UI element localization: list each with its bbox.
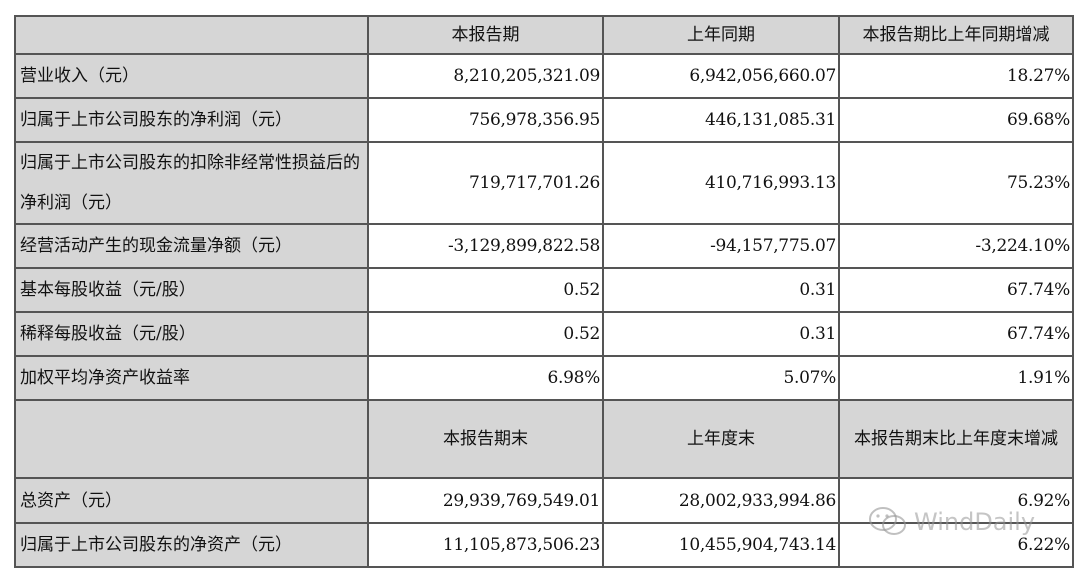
header-current-period: 本报告期 [367, 15, 604, 55]
prior-value: -94,157,775.07 [602, 223, 840, 269]
change-value: 18.27% [838, 53, 1074, 99]
change-value: 75.23% [838, 141, 1074, 225]
financial-summary-table: 本报告期 上年同期 本报告期比上年同期增减 营业收入（元） 8,210,205,… [14, 15, 1074, 568]
header-change-period-end: 本报告期末比上年度末增减 [838, 399, 1074, 479]
table-row: 总资产（元） 29,939,769,549.01 28,002,933,994.… [14, 477, 1074, 524]
current-value: 8,210,205,321.09 [367, 53, 604, 99]
row-label: 营业收入（元） [14, 53, 369, 99]
current-value: 0.52 [367, 267, 604, 313]
prior-value: 0.31 [602, 267, 840, 313]
prior-value: 446,131,085.31 [602, 97, 840, 143]
prior-value: 0.31 [602, 311, 840, 357]
prior-value: 410,716,993.13 [602, 141, 840, 225]
current-value: 11,105,873,506.23 [367, 522, 604, 568]
table-row: 经营活动产生的现金流量净额（元） -3,129,899,822.58 -94,1… [14, 223, 1074, 269]
current-value: 6.98% [367, 355, 604, 401]
header-blank [14, 399, 369, 479]
watermark-text: WindDaily [914, 508, 1036, 536]
row-label: 基本每股收益（元/股） [14, 267, 369, 313]
prior-value: 5.07% [602, 355, 840, 401]
watermark: WindDaily [868, 505, 1035, 539]
prior-value: 10,455,904,743.14 [602, 522, 840, 568]
row-label: 总资产（元） [14, 477, 369, 524]
header-current-period-end: 本报告期末 [367, 399, 604, 479]
row-label: 归属于上市公司股东的净资产（元） [14, 522, 369, 568]
header-prior-period: 上年同期 [602, 15, 840, 55]
header-row-period-end: 本报告期末 上年度末 本报告期末比上年度末增减 [14, 399, 1074, 479]
current-value: 29,939,769,549.01 [367, 477, 604, 524]
row-label: 归属于上市公司股东的扣除非经常性损益后的净利润（元） [14, 141, 369, 225]
current-value: 756,978,356.95 [367, 97, 604, 143]
header-change: 本报告期比上年同期增减 [838, 15, 1074, 55]
row-label: 归属于上市公司股东的净利润（元） [14, 97, 369, 143]
table-row: 归属于上市公司股东的扣除非经常性损益后的净利润（元） 719,717,701.2… [14, 141, 1074, 225]
current-value: 0.52 [367, 311, 604, 357]
header-prior-year-end: 上年度末 [602, 399, 840, 479]
change-value: -3,224.10% [838, 223, 1074, 269]
row-label: 稀释每股收益（元/股） [14, 311, 369, 357]
change-value: 67.74% [838, 267, 1074, 313]
table-row: 归属于上市公司股东的净利润（元） 756,978,356.95 446,131,… [14, 97, 1074, 143]
row-label: 经营活动产生的现金流量净额（元） [14, 223, 369, 269]
current-value: 719,717,701.26 [367, 141, 604, 225]
current-value: -3,129,899,822.58 [367, 223, 604, 269]
prior-value: 28,002,933,994.86 [602, 477, 840, 524]
wechat-icon [869, 507, 906, 535]
table-row: 基本每股收益（元/股） 0.52 0.31 67.74% [14, 267, 1074, 313]
header-blank [14, 15, 369, 55]
header-row-period: 本报告期 上年同期 本报告期比上年同期增减 [14, 15, 1074, 55]
table-row: 归属于上市公司股东的净资产（元） 11,105,873,506.23 10,45… [14, 522, 1074, 568]
change-value: 1.91% [838, 355, 1074, 401]
table-row: 稀释每股收益（元/股） 0.52 0.31 67.74% [14, 311, 1074, 357]
prior-value: 6,942,056,660.07 [602, 53, 840, 99]
change-value: 69.68% [838, 97, 1074, 143]
table-row: 营业收入（元） 8,210,205,321.09 6,942,056,660.0… [14, 53, 1074, 99]
change-value: 67.74% [838, 311, 1074, 357]
row-label: 加权平均净资产收益率 [14, 355, 369, 401]
table-row: 加权平均净资产收益率 6.98% 5.07% 1.91% [14, 355, 1074, 401]
